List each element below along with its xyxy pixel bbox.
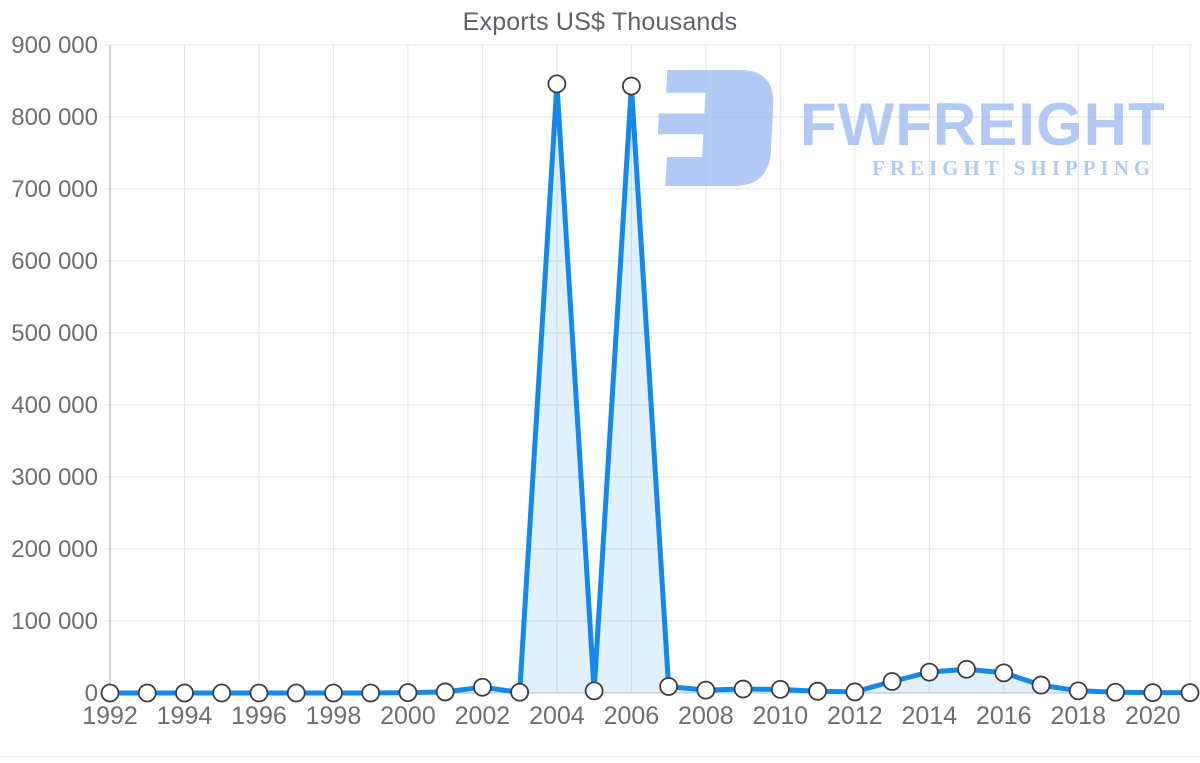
y-tick-label: 400 000	[11, 392, 98, 419]
x-tick-label: 1996	[231, 702, 287, 730]
chart-bottom-divider	[0, 756, 1200, 757]
y-tick-label: 600 000	[11, 248, 98, 275]
data-point-2000[interactable]	[398, 683, 418, 703]
data-point-2005[interactable]	[584, 681, 604, 701]
data-point-2009[interactable]	[733, 679, 753, 699]
data-point-2010[interactable]	[770, 680, 790, 699]
x-tick-label: 2004	[529, 702, 585, 730]
y-tick-label: 200 000	[11, 536, 98, 563]
x-tick-label: 2018	[1050, 702, 1106, 730]
data-point-1996[interactable]	[249, 683, 269, 703]
data-point-2007[interactable]	[659, 677, 679, 696]
x-tick-label: 2006	[604, 702, 660, 730]
data-point-2018[interactable]	[1068, 681, 1088, 701]
data-point-1998[interactable]	[324, 683, 343, 703]
y-tick-label: 100 000	[11, 608, 98, 635]
x-tick-label: 2002	[455, 702, 511, 730]
data-point-2002[interactable]	[473, 677, 492, 697]
data-point-2020[interactable]	[1143, 683, 1163, 703]
x-tick-label: 2000	[380, 702, 436, 730]
y-tick-label: 800 000	[11, 104, 98, 131]
x-tick-label: 2008	[678, 702, 734, 730]
data-point-2008[interactable]	[696, 680, 716, 700]
y-tick-label: 900 000	[11, 32, 98, 59]
data-point-2017[interactable]	[1031, 675, 1051, 695]
x-tick-label: 2016	[976, 702, 1032, 730]
y-tick-label: 700 000	[11, 176, 98, 203]
data-point-1992[interactable]	[100, 683, 120, 703]
data-point-2016[interactable]	[994, 663, 1014, 683]
data-point-2021[interactable]	[1180, 683, 1200, 703]
chart-title: Exports US$ Thousands	[462, 8, 738, 36]
x-tick-label: 2010	[753, 702, 809, 730]
y-tick-label: 0	[85, 680, 98, 707]
data-point-2014[interactable]	[919, 662, 939, 682]
x-tick-label: 1998	[306, 702, 362, 730]
data-point-1993[interactable]	[137, 683, 157, 703]
x-tick-label: 1994	[157, 702, 213, 730]
x-tick-label: 2020	[1125, 702, 1181, 730]
data-point-2015[interactable]	[957, 659, 976, 679]
x-tick-label: 2012	[827, 702, 883, 730]
data-point-2012[interactable]	[845, 682, 865, 702]
data-point-2006[interactable]	[621, 76, 641, 96]
data-point-2011[interactable]	[808, 681, 827, 701]
data-point-2003[interactable]	[510, 682, 530, 702]
data-point-2013[interactable]	[882, 672, 902, 691]
data-point-1999[interactable]	[361, 683, 381, 703]
data-point-1997[interactable]	[286, 683, 306, 703]
data-point-2019[interactable]	[1106, 682, 1125, 702]
data-point-1995[interactable]	[212, 683, 232, 703]
y-tick-label: 300 000	[11, 464, 98, 491]
y-tick-label: 500 000	[11, 320, 98, 347]
data-point-2001[interactable]	[435, 682, 455, 702]
data-point-2004[interactable]	[547, 74, 567, 94]
x-tick-label: 1992	[82, 702, 138, 730]
x-tick-label: 2014	[901, 702, 957, 730]
data-point-1994[interactable]	[175, 683, 194, 703]
